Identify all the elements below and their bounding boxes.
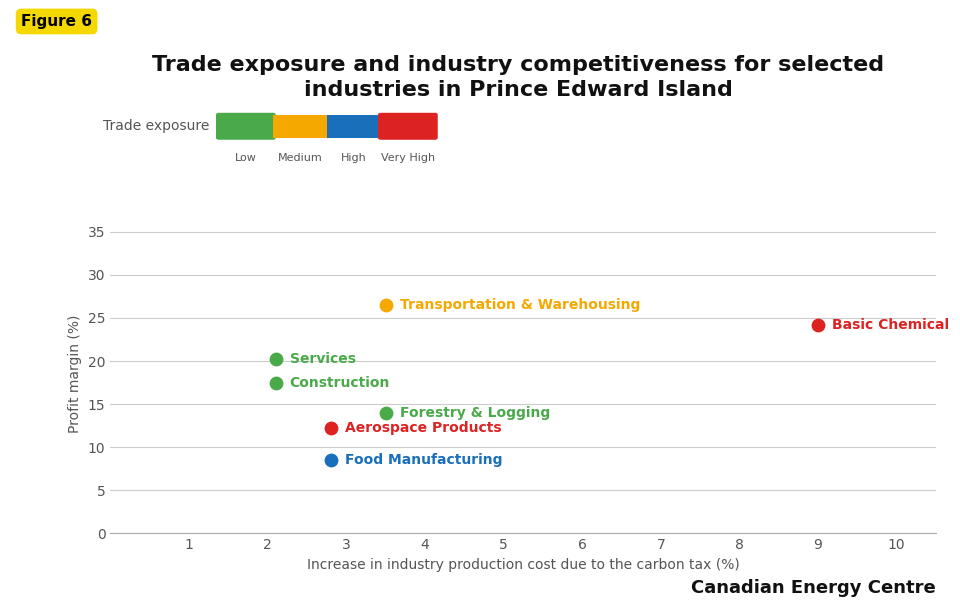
Text: Food Manufacturing: Food Manufacturing (345, 453, 502, 467)
Text: High: High (341, 153, 367, 163)
Text: Medium: Medium (277, 153, 323, 163)
Point (323, 424, 338, 433)
Point (323, 455, 338, 465)
Point (378, 408, 394, 417)
Text: Trade exposure and industry competitiveness for selected
industries in Prince Ed: Trade exposure and industry competitiven… (153, 55, 884, 100)
Text: Trade exposure: Trade exposure (103, 120, 209, 133)
Text: Transportation & Warehousing: Transportation & Warehousing (399, 298, 640, 312)
Y-axis label: Profit margin (%): Profit margin (%) (68, 314, 83, 433)
Text: Low: Low (235, 153, 257, 163)
Point (810, 320, 826, 330)
X-axis label: Increase in industry production cost due to the carbon tax (%): Increase in industry production cost due… (307, 558, 739, 572)
Text: Aerospace Products: Aerospace Products (345, 421, 501, 435)
Point (268, 378, 283, 387)
Text: Services: Services (290, 352, 355, 367)
Point (268, 354, 283, 364)
Text: Construction: Construction (290, 376, 390, 389)
Point (378, 300, 394, 310)
Text: Figure 6: Figure 6 (21, 14, 92, 29)
Text: Forestry & Logging: Forestry & Logging (399, 406, 550, 420)
Text: Canadian Energy Centre: Canadian Energy Centre (691, 579, 936, 598)
Text: Basic Chemical: Basic Chemical (832, 318, 949, 332)
Text: Very High: Very High (381, 153, 435, 163)
